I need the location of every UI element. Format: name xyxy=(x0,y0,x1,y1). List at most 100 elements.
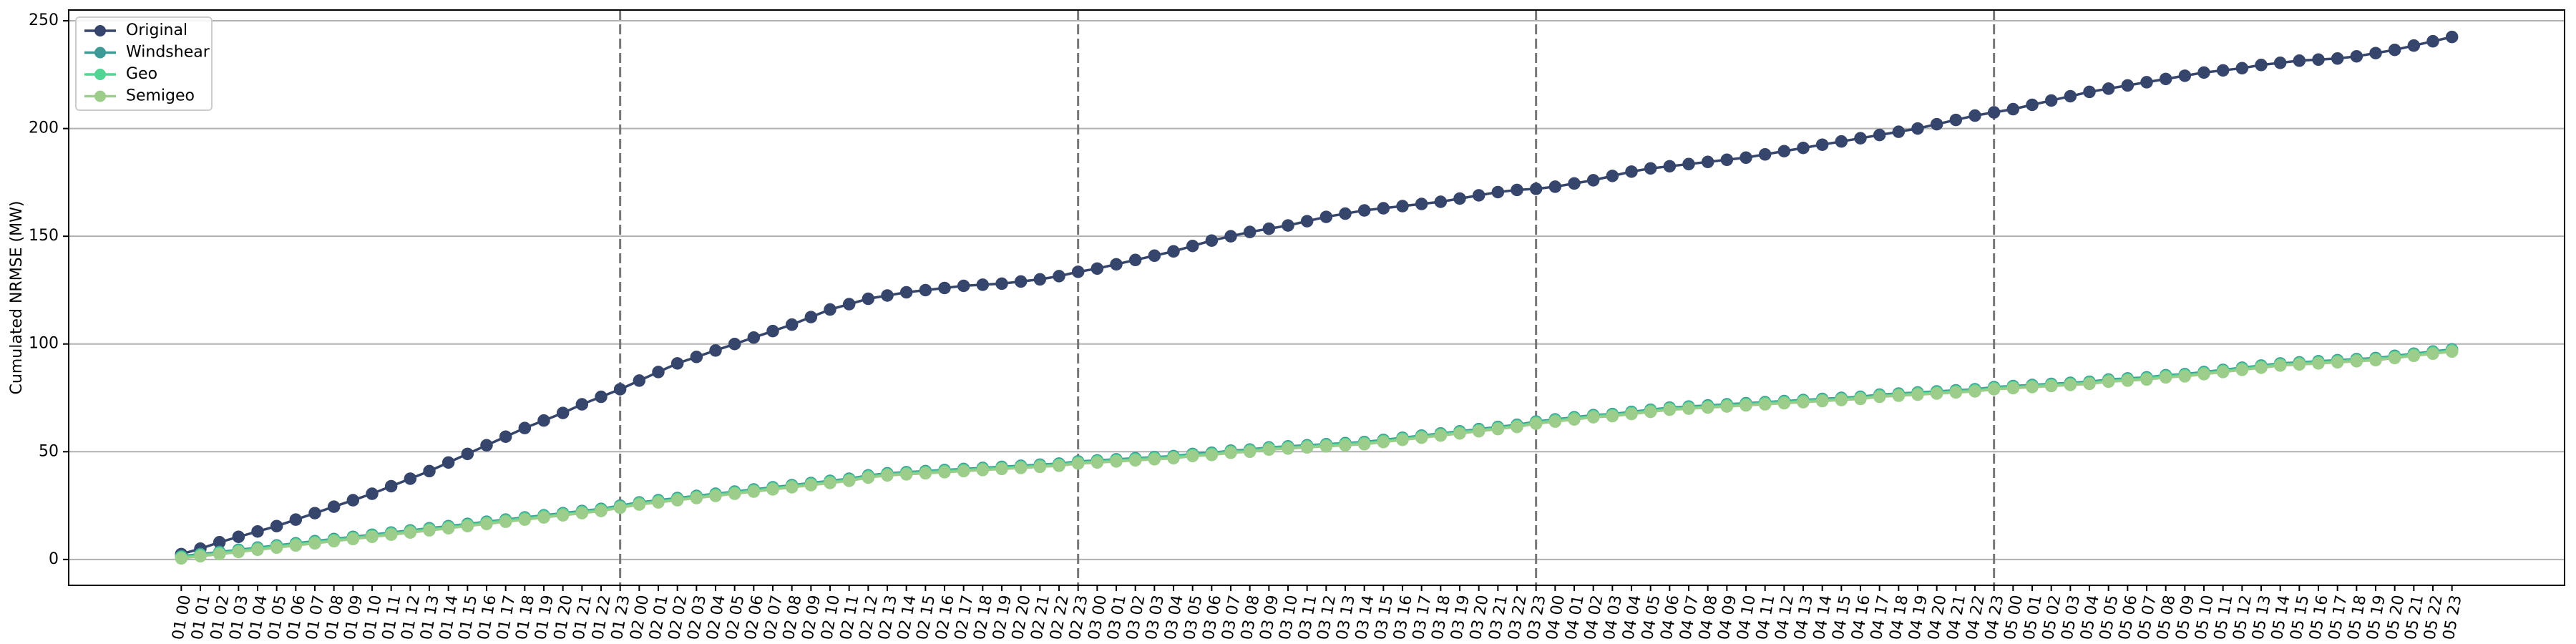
data-point xyxy=(2235,62,2249,75)
data-point xyxy=(1835,135,1848,148)
data-point xyxy=(480,439,493,452)
data-point xyxy=(2140,76,2153,89)
data-point xyxy=(518,513,532,526)
data-point xyxy=(1319,210,1333,223)
data-point xyxy=(1033,273,1047,286)
data-point xyxy=(1740,399,1752,412)
data-point xyxy=(2445,30,2459,44)
data-point xyxy=(1815,394,1829,408)
data-point xyxy=(1911,122,1924,135)
data-point xyxy=(2331,52,2344,65)
data-point xyxy=(441,522,455,535)
data-point xyxy=(690,351,703,364)
legend-label: Original xyxy=(126,21,187,39)
data-point xyxy=(404,526,417,539)
data-point xyxy=(1529,182,1543,195)
data-point xyxy=(1511,183,1523,197)
data-point xyxy=(1339,439,1352,452)
data-point xyxy=(613,383,627,396)
data-point xyxy=(2178,69,2192,82)
data-point xyxy=(633,374,646,387)
data-point xyxy=(346,494,360,507)
data-point xyxy=(1377,436,1390,449)
data-point xyxy=(1740,151,1752,165)
data-point xyxy=(1777,396,1791,410)
legend-box xyxy=(75,16,213,111)
data-point xyxy=(1663,160,1677,173)
data-point xyxy=(1167,245,1180,258)
data-point xyxy=(423,464,436,478)
data-point xyxy=(1434,429,1448,442)
data-point xyxy=(2445,345,2459,358)
data-point xyxy=(1148,249,1161,263)
data-point xyxy=(461,447,474,461)
data-point xyxy=(595,390,608,404)
data-point xyxy=(1377,202,1390,215)
data-point xyxy=(213,547,226,561)
data-point xyxy=(1987,383,2001,396)
data-point xyxy=(1167,452,1180,465)
data-point xyxy=(2369,47,2382,59)
data-point xyxy=(2312,357,2325,370)
data-point xyxy=(289,539,303,552)
data-point xyxy=(1491,185,1505,199)
data-point xyxy=(1511,420,1523,434)
series xyxy=(175,343,2459,563)
data-point xyxy=(518,421,532,434)
data-point xyxy=(1243,225,1257,238)
data-point xyxy=(1758,148,1772,161)
data-point xyxy=(1339,207,1352,220)
series-line xyxy=(180,35,2453,556)
data-point xyxy=(2102,375,2115,389)
data-point xyxy=(2407,39,2421,52)
data-point xyxy=(862,292,875,306)
data-point xyxy=(2159,72,2172,86)
data-point xyxy=(1606,409,1619,423)
data-point xyxy=(1949,386,1963,399)
data-point xyxy=(785,318,799,331)
data-point xyxy=(2293,54,2306,67)
data-point xyxy=(2006,381,2020,395)
data-point xyxy=(1186,449,1199,463)
data-point xyxy=(862,471,875,484)
data-point xyxy=(1396,433,1409,447)
data-point xyxy=(1357,204,1371,217)
data-point xyxy=(1071,457,1085,470)
data-point xyxy=(766,483,779,496)
legend-marker xyxy=(94,90,106,102)
data-point xyxy=(1586,174,1600,187)
data-point xyxy=(1282,219,1294,232)
data-point xyxy=(1644,162,1657,175)
data-point xyxy=(1186,239,1199,253)
data-point xyxy=(2350,355,2363,368)
y-tick-label: 50 xyxy=(39,442,59,460)
data-point xyxy=(1491,422,1505,436)
data-point xyxy=(404,472,417,485)
data-point xyxy=(747,331,761,344)
data-point xyxy=(633,498,646,511)
data-point xyxy=(670,357,684,370)
data-point xyxy=(976,278,990,291)
data-point xyxy=(1586,411,1600,424)
data-point xyxy=(899,286,913,299)
data-point xyxy=(1625,165,1638,178)
data-point xyxy=(384,479,398,493)
data-point xyxy=(1663,403,1677,416)
series xyxy=(175,30,2459,561)
data-point xyxy=(2407,349,2421,363)
data-point xyxy=(289,513,303,526)
y-tick-label: 100 xyxy=(29,335,59,353)
data-point xyxy=(824,303,836,316)
data-point xyxy=(1930,117,1943,131)
data-point xyxy=(804,311,818,323)
data-point xyxy=(327,500,341,513)
data-point xyxy=(1224,447,1237,459)
data-point xyxy=(2121,374,2135,387)
data-point xyxy=(556,509,570,522)
data-point xyxy=(976,464,990,477)
data-point xyxy=(2197,66,2210,79)
y-axis-label: Cumulated NRMSE (MW) xyxy=(8,201,26,395)
data-point xyxy=(2197,368,2210,381)
